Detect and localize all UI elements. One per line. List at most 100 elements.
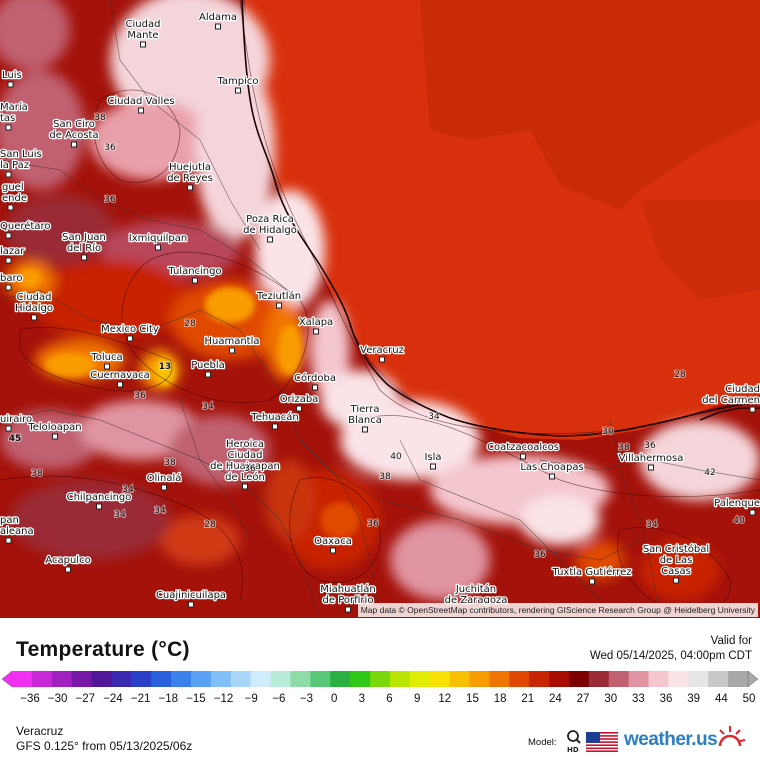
city-dot [267,236,273,243]
colorbar-tick-label: 21 [521,693,535,705]
colorbar-tick-label: 15 [466,693,479,705]
city-teziutl-n: Teziutlán [255,289,302,309]
city-label: Teloloapan [27,422,81,433]
city-label: Tehuacán [250,411,298,423]
colorbar-tick-label: −15 [186,693,206,705]
city-dot [5,124,12,131]
colorbar-swatch [588,671,610,687]
location-label: Veracruz [16,724,64,738]
colorbar-swatch [370,671,391,687]
colorbar-min-arrow [1,670,13,688]
city-label: Palenque [714,498,760,509]
colorbar-swatch [688,671,709,687]
city-dot [161,484,167,491]
colorbar-swatch [568,671,590,687]
city-label: Tulancingo [167,266,221,277]
city-dot [5,537,12,544]
colorbar-swatch [51,671,73,687]
land-temperature-field [0,0,760,600]
city-coatzacoalcos: Coatzacoalcos [486,441,560,460]
contour-label: 13 [159,362,172,372]
colorbar-swatch [111,671,132,687]
city-dot [749,509,756,516]
city-label: de Huajuapan [210,461,280,472]
city-villahermosa: Villahermosa [617,452,685,471]
colorbar-tick-label: −9 [244,693,258,705]
city-label: Casas [661,566,691,577]
city-label: Ciudad [126,19,161,30]
city-label: Isla [424,452,441,463]
city-tampico: Tampico [215,75,260,94]
colorbar-swatch [270,671,291,687]
state-borders [0,0,760,618]
city-xalapa: Xalapa [298,316,334,335]
city-label: Acapulco [45,555,90,566]
city-label: Villahermosa [619,453,684,464]
contour-label: 38 [94,113,106,123]
city-label: Cuernavaca [90,370,150,381]
colorbar-swatch [210,671,232,687]
contour-label: 36 [134,391,146,401]
city-dot [5,425,12,432]
city-acapulco: Acapulco [44,554,92,573]
city-label: Ciudad [17,292,52,303]
city-chilpancingo: Chilpancingo [65,491,133,510]
city-label: Chilpancingo [67,492,132,503]
city-label: Miahuatlán [320,583,376,595]
colorbar-tick-label: 24 [549,693,562,705]
colorbar-tick-label: −6 [272,693,286,705]
colorbar-swatch [708,671,729,687]
contour-label: 38 [31,469,43,479]
city-baro: baro [0,272,24,291]
city-dot [52,433,58,440]
city-dot [276,302,282,309]
city-dot [229,347,235,354]
city-dot [127,335,133,342]
city-dot [138,107,144,114]
city-dot [648,464,654,471]
colorbar-swatch [529,671,550,687]
city-dot [345,606,351,613]
colorbar-swatch [409,671,431,687]
city-teloloapan: Teloloapan [26,421,83,440]
model-label: Model: [528,737,557,748]
city-dot [215,23,221,30]
colorbar-swatch [71,671,93,687]
city-label: Tampico [216,76,258,87]
city-dot [81,254,87,261]
weather-us-logo[interactable]: weather.us [624,729,718,751]
contour-label: 34 [428,412,440,422]
sea-warm-area [420,0,760,210]
city-label: Luis [2,70,22,81]
colorbar-tick-label: 36 [659,693,673,705]
brand-tld: us [696,729,718,750]
map-canvas: CiudadManteAldamaTampicoLuisMaríatasCiud… [0,0,760,618]
city-dot [235,87,241,94]
model-run-label: GFS 0.125° from 05/13/2025/06z [16,739,193,753]
city-c-rdoba: Córdoba [293,371,337,391]
city-label: Huamantla [204,336,259,347]
city-label: del Carmen [702,395,760,406]
city-toluca: Toluca [89,351,124,370]
city-label: la Paz [0,160,29,171]
city-label: Coatzacoalcos [487,442,559,453]
city-dot [312,384,318,391]
temperature-map[interactable]: Ciudad Mante Aldama Tampico Luis María tas Ciud… [0,0,760,618]
city-label: de Las [660,555,693,566]
hd-label: HD [567,746,579,753]
us-flag-icon [586,732,618,752]
colorbar-swatch [151,671,172,687]
city-las-choapas: Las Choapas [519,461,585,480]
city-uirairo: uirairo [0,413,33,432]
city-label: Veracruz [360,345,404,356]
colorbar-tick-label: 33 [631,693,645,705]
hd-magnifier-icon[interactable]: HD [566,729,582,753]
city-label: Juchitán [455,583,496,595]
